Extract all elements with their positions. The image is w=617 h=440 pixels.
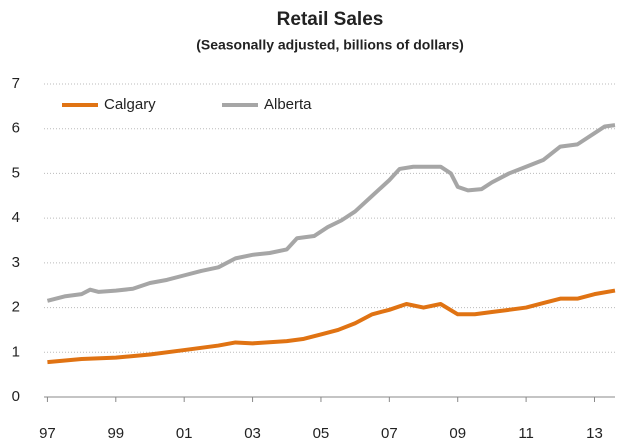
x-tick-label: 99 bbox=[107, 425, 124, 440]
y-tick-label: 2 bbox=[12, 299, 20, 316]
x-tick-label: 11 bbox=[518, 425, 534, 440]
x-tick-label: 01 bbox=[176, 425, 193, 440]
x-tick-label: 97 bbox=[39, 425, 56, 440]
legend-label: Calgary bbox=[104, 96, 156, 113]
x-tick-label: 07 bbox=[381, 425, 398, 440]
y-tick-label: 0 bbox=[12, 388, 20, 405]
chart-title: Retail Sales bbox=[277, 9, 384, 30]
x-tick-label: 13 bbox=[586, 425, 603, 440]
legend-label: Alberta bbox=[264, 96, 312, 113]
line bbox=[47, 288, 616, 365]
y-tick-label: 1 bbox=[12, 343, 20, 360]
y-tick-label: 6 bbox=[12, 120, 20, 137]
y-tick-label: 5 bbox=[12, 164, 20, 181]
y-tick-label: 4 bbox=[12, 209, 20, 226]
line bbox=[46, 123, 616, 303]
chart-subtitle: (Seasonally adjusted, billions of dollar… bbox=[196, 37, 464, 53]
x-tick-label: 09 bbox=[449, 425, 466, 440]
x-tick-label: 03 bbox=[244, 425, 261, 440]
y-tick-label: 3 bbox=[12, 254, 20, 271]
x-tick-label: 05 bbox=[313, 425, 330, 440]
y-tick-label: 7 bbox=[12, 75, 20, 92]
